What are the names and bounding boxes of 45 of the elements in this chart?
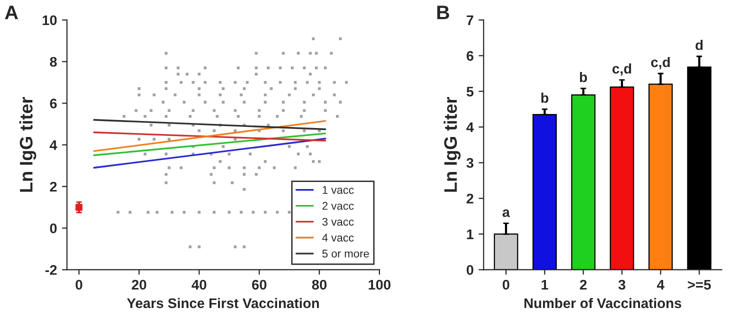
x-tick-label: 80	[312, 280, 327, 290]
y-tick-label: 0	[50, 223, 57, 234]
legend-label: 4 vacc	[322, 234, 354, 242]
y-axis-title: Ln IgG titer	[444, 96, 461, 192]
y-axis-title: Ln IgG titer	[19, 96, 36, 192]
x-tick-label: 2	[580, 280, 587, 290]
chart-title: A	[4, 6, 18, 20]
legend-label: 2 vacc	[322, 202, 354, 210]
data-label: b	[541, 92, 548, 103]
legend-label: 3 vacc	[322, 218, 354, 226]
x-tick-label: 3	[618, 280, 626, 290]
data-label: c,d	[651, 56, 670, 70]
x-axis-title: Years Since First Vaccination	[126, 298, 319, 308]
x-axis-title: Number of Vaccinations	[524, 298, 682, 308]
y-tick-label: 7	[466, 15, 474, 26]
y-tick-label: 1	[467, 230, 474, 240]
y-tick-label: 2	[466, 194, 474, 204]
x-tick-label: 0	[76, 280, 82, 290]
data-label: d	[696, 40, 703, 50]
data-label: a	[502, 209, 510, 218]
data-label: b	[580, 72, 587, 82]
y-tick-label: 3	[466, 158, 474, 168]
chart-title: B	[437, 6, 450, 20]
legend-label: 5 or more	[322, 250, 369, 258]
y-tick-label: 2	[50, 182, 57, 192]
x-tick-label: 40	[192, 280, 206, 290]
y-tick-label: 5	[466, 86, 474, 97]
bar	[532, 114, 557, 270]
x-tick-label: 60	[252, 280, 266, 290]
y-tick-label: 10	[42, 15, 57, 26]
y-tick-label: -2	[45, 265, 57, 275]
y-tick-label: 4	[50, 140, 58, 150]
data-label: c,d	[612, 63, 632, 76]
x-tick-label: 4	[656, 280, 664, 290]
x-tick-label: >=5	[688, 280, 711, 290]
y-tick-label: 6	[50, 98, 57, 108]
x-tick-label: 0	[502, 280, 510, 290]
x-tick-label: 100	[368, 280, 390, 290]
y-tick-label: 0	[466, 265, 474, 275]
x-tick-label: 20	[132, 280, 146, 290]
legend-label: 1 vacc	[322, 186, 354, 194]
y-tick-label: 4	[466, 122, 474, 132]
x-tick-label: 1	[542, 280, 548, 290]
y-tick-label: 8	[50, 56, 57, 67]
y-tick-label: 6	[466, 50, 474, 61]
